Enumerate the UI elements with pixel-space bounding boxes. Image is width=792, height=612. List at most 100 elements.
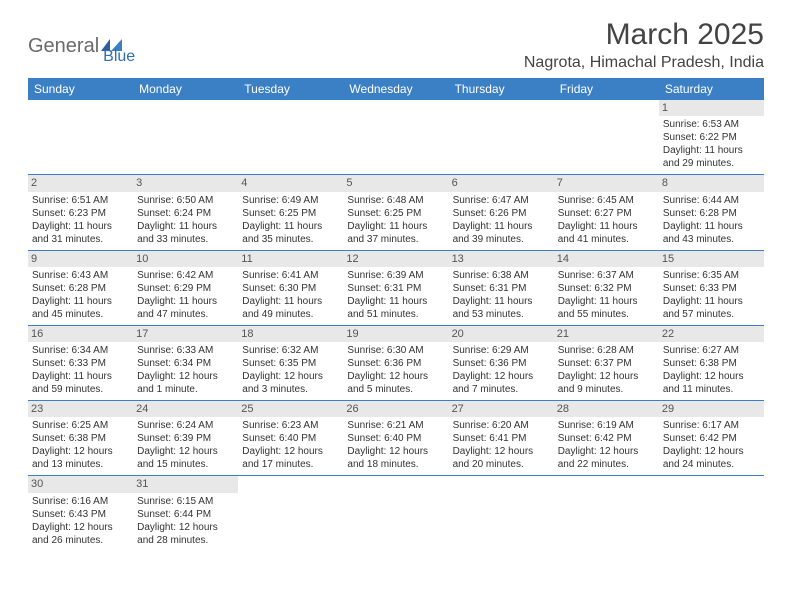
calendar-cell: 31Sunrise: 6:15 AMSunset: 6:44 PMDayligh…: [133, 476, 238, 551]
location: Nagrota, Himachal Pradesh, India: [524, 54, 764, 72]
calendar-cell: 15Sunrise: 6:35 AMSunset: 6:33 PMDayligh…: [659, 250, 764, 325]
sunrise-line: Sunrise: 6:17 AM: [663, 419, 760, 432]
sunset-line: Sunset: 6:25 PM: [347, 207, 444, 220]
calendar-cell: 21Sunrise: 6:28 AMSunset: 6:37 PMDayligh…: [554, 325, 659, 400]
daylight-line: Daylight: 12 hours and 1 minute.: [137, 370, 234, 396]
calendar-cell: 23Sunrise: 6:25 AMSunset: 6:38 PMDayligh…: [28, 401, 133, 476]
sunrise-line: Sunrise: 6:35 AM: [663, 269, 760, 282]
calendar-cell: 19Sunrise: 6:30 AMSunset: 6:36 PMDayligh…: [343, 325, 448, 400]
day-number: 2: [28, 175, 133, 191]
daylight-line: Daylight: 11 hours and 57 minutes.: [663, 295, 760, 321]
calendar-cell: 24Sunrise: 6:24 AMSunset: 6:39 PMDayligh…: [133, 401, 238, 476]
sunset-line: Sunset: 6:22 PM: [663, 131, 760, 144]
sunset-line: Sunset: 6:32 PM: [558, 282, 655, 295]
sunrise-line: Sunrise: 6:34 AM: [32, 344, 129, 357]
day-number: 21: [554, 326, 659, 342]
day-number: 22: [659, 326, 764, 342]
weekday-header: Sunday: [28, 78, 133, 100]
sunrise-line: Sunrise: 6:15 AM: [137, 495, 234, 508]
calendar-cell: 18Sunrise: 6:32 AMSunset: 6:35 PMDayligh…: [238, 325, 343, 400]
day-number: 18: [238, 326, 343, 342]
sunrise-line: Sunrise: 6:23 AM: [242, 419, 339, 432]
sunset-line: Sunset: 6:33 PM: [32, 357, 129, 370]
sunset-line: Sunset: 6:27 PM: [558, 207, 655, 220]
day-number: 14: [554, 251, 659, 267]
sunset-line: Sunset: 6:39 PM: [137, 432, 234, 445]
sunset-line: Sunset: 6:25 PM: [242, 207, 339, 220]
daylight-line: Daylight: 11 hours and 45 minutes.: [32, 295, 129, 321]
daylight-line: Daylight: 12 hours and 7 minutes.: [453, 370, 550, 396]
sunset-line: Sunset: 6:44 PM: [137, 508, 234, 521]
sunrise-line: Sunrise: 6:27 AM: [663, 344, 760, 357]
day-number: 30: [28, 476, 133, 492]
sunrise-line: Sunrise: 6:28 AM: [558, 344, 655, 357]
sunrise-line: Sunrise: 6:25 AM: [32, 419, 129, 432]
daylight-line: Daylight: 12 hours and 22 minutes.: [558, 445, 655, 471]
calendar-cell: 5Sunrise: 6:48 AMSunset: 6:25 PMDaylight…: [343, 175, 448, 250]
calendar-cell: 1Sunrise: 6:53 AMSunset: 6:22 PMDaylight…: [659, 100, 764, 175]
calendar-cell: 30Sunrise: 6:16 AMSunset: 6:43 PMDayligh…: [28, 476, 133, 551]
calendar-cell: .: [343, 100, 448, 175]
calendar-cell: 10Sunrise: 6:42 AMSunset: 6:29 PMDayligh…: [133, 250, 238, 325]
day-number: 4: [238, 175, 343, 191]
calendar-cell: 22Sunrise: 6:27 AMSunset: 6:38 PMDayligh…: [659, 325, 764, 400]
sunrise-line: Sunrise: 6:41 AM: [242, 269, 339, 282]
daylight-line: Daylight: 12 hours and 13 minutes.: [32, 445, 129, 471]
calendar-cell: .: [133, 100, 238, 175]
daylight-line: Daylight: 11 hours and 49 minutes.: [242, 295, 339, 321]
daylight-line: Daylight: 12 hours and 24 minutes.: [663, 445, 760, 471]
sunrise-line: Sunrise: 6:30 AM: [347, 344, 444, 357]
calendar-cell: .: [28, 100, 133, 175]
weekday-header: Wednesday: [343, 78, 448, 100]
day-number: 6: [449, 175, 554, 191]
sunset-line: Sunset: 6:36 PM: [347, 357, 444, 370]
sunrise-line: Sunrise: 6:42 AM: [137, 269, 234, 282]
sunrise-line: Sunrise: 6:20 AM: [453, 419, 550, 432]
weekday-header: Tuesday: [238, 78, 343, 100]
day-number: 5: [343, 175, 448, 191]
sunrise-line: Sunrise: 6:38 AM: [453, 269, 550, 282]
daylight-line: Daylight: 12 hours and 5 minutes.: [347, 370, 444, 396]
calendar-row: 16Sunrise: 6:34 AMSunset: 6:33 PMDayligh…: [28, 325, 764, 400]
daylight-line: Daylight: 11 hours and 33 minutes.: [137, 220, 234, 246]
daylight-line: Daylight: 11 hours and 31 minutes.: [32, 220, 129, 246]
calendar-cell: 9Sunrise: 6:43 AMSunset: 6:28 PMDaylight…: [28, 250, 133, 325]
daylight-line: Daylight: 11 hours and 53 minutes.: [453, 295, 550, 321]
sunset-line: Sunset: 6:34 PM: [137, 357, 234, 370]
sunset-line: Sunset: 6:33 PM: [663, 282, 760, 295]
calendar-cell: 26Sunrise: 6:21 AMSunset: 6:40 PMDayligh…: [343, 401, 448, 476]
logo-text-blue: Blue: [103, 48, 135, 66]
calendar-cell: 29Sunrise: 6:17 AMSunset: 6:42 PMDayligh…: [659, 401, 764, 476]
day-number: 25: [238, 401, 343, 417]
daylight-line: Daylight: 11 hours and 37 minutes.: [347, 220, 444, 246]
day-number: 26: [343, 401, 448, 417]
calendar-cell: 4Sunrise: 6:49 AMSunset: 6:25 PMDaylight…: [238, 175, 343, 250]
calendar-cell: 12Sunrise: 6:39 AMSunset: 6:31 PMDayligh…: [343, 250, 448, 325]
month-title: March 2025: [524, 18, 764, 52]
calendar-cell: .: [449, 100, 554, 175]
calendar-cell: 20Sunrise: 6:29 AMSunset: 6:36 PMDayligh…: [449, 325, 554, 400]
daylight-line: Daylight: 11 hours and 55 minutes.: [558, 295, 655, 321]
calendar-row: 9Sunrise: 6:43 AMSunset: 6:28 PMDaylight…: [28, 250, 764, 325]
day-number: 11: [238, 251, 343, 267]
calendar-row: 23Sunrise: 6:25 AMSunset: 6:38 PMDayligh…: [28, 401, 764, 476]
weekday-header: Friday: [554, 78, 659, 100]
sunrise-line: Sunrise: 6:24 AM: [137, 419, 234, 432]
sunrise-line: Sunrise: 6:47 AM: [453, 194, 550, 207]
daylight-line: Daylight: 12 hours and 18 minutes.: [347, 445, 444, 471]
sunrise-line: Sunrise: 6:45 AM: [558, 194, 655, 207]
calendar-row: ......1Sunrise: 6:53 AMSunset: 6:22 PMDa…: [28, 100, 764, 175]
sunset-line: Sunset: 6:23 PM: [32, 207, 129, 220]
day-number: 17: [133, 326, 238, 342]
sunset-line: Sunset: 6:40 PM: [347, 432, 444, 445]
calendar-cell: 3Sunrise: 6:50 AMSunset: 6:24 PMDaylight…: [133, 175, 238, 250]
daylight-line: Daylight: 11 hours and 41 minutes.: [558, 220, 655, 246]
weekday-header: Monday: [133, 78, 238, 100]
day-number: 28: [554, 401, 659, 417]
sunrise-line: Sunrise: 6:53 AM: [663, 118, 760, 131]
sunrise-line: Sunrise: 6:44 AM: [663, 194, 760, 207]
daylight-line: Daylight: 12 hours and 15 minutes.: [137, 445, 234, 471]
day-number: 3: [133, 175, 238, 191]
day-number: 13: [449, 251, 554, 267]
calendar-cell: .: [343, 476, 448, 551]
